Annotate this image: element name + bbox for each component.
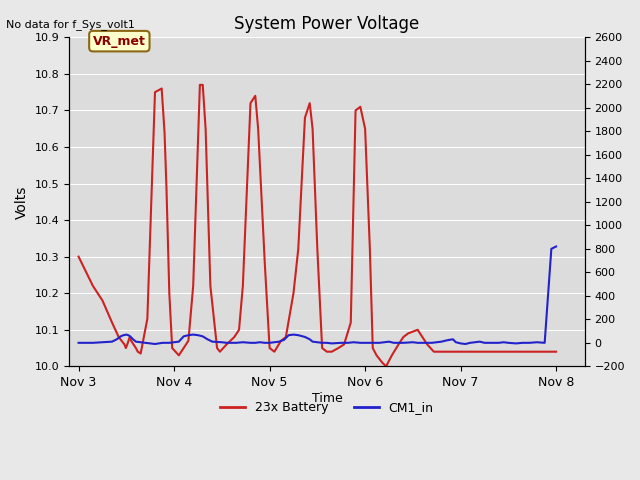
Title: System Power Voltage: System Power Voltage xyxy=(234,15,420,33)
X-axis label: Time: Time xyxy=(312,392,342,405)
Text: VR_met: VR_met xyxy=(93,35,146,48)
Text: No data for f_Sys_volt1: No data for f_Sys_volt1 xyxy=(6,19,135,30)
Legend: 23x Battery, CM1_in: 23x Battery, CM1_in xyxy=(215,396,438,420)
Y-axis label: Volts: Volts xyxy=(15,185,29,218)
